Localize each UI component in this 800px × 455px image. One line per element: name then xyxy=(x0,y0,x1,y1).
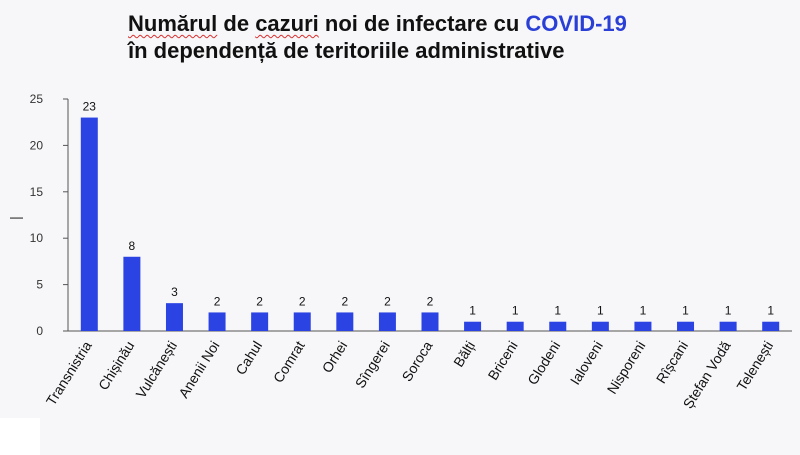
bar xyxy=(251,312,269,331)
x-tick-label: Nisporeni xyxy=(604,338,649,397)
x-tick-label: Anenii Noi xyxy=(175,338,222,401)
title-line-2: în dependență de teritoriile administrat… xyxy=(128,38,565,63)
bar xyxy=(165,303,183,331)
data-label: 23 xyxy=(83,100,97,114)
bars xyxy=(80,117,780,331)
bar xyxy=(506,321,524,331)
x-tick-label: Soroca xyxy=(398,338,435,384)
data-label: 2 xyxy=(427,294,434,308)
y-tick-label: 5 xyxy=(36,278,43,292)
data-label: 2 xyxy=(341,294,348,308)
data-label: 1 xyxy=(469,304,476,318)
x-tick-label: Telenești xyxy=(733,338,776,393)
bar xyxy=(719,321,737,331)
data-label: 1 xyxy=(725,304,732,318)
x-tick-label: Bălți xyxy=(450,338,478,370)
data-label: 2 xyxy=(256,294,263,308)
y-tick-label: 20 xyxy=(30,138,44,152)
x-tick-label: Briceni xyxy=(484,338,520,383)
data-label: 2 xyxy=(214,294,221,308)
title-word: cazuri xyxy=(255,11,319,36)
x-tick-label: Ialoveni xyxy=(567,338,606,387)
bar xyxy=(293,312,311,331)
bar xyxy=(464,321,482,331)
data-label: 1 xyxy=(597,304,604,318)
bar xyxy=(336,312,354,331)
data-label: 8 xyxy=(129,239,136,253)
bar xyxy=(591,321,609,331)
x-tick-label: Sîngerei xyxy=(352,338,393,391)
x-tick-label: Glodeni xyxy=(524,338,563,387)
title-word: de xyxy=(223,11,250,36)
x-tick-label: Rîșcani xyxy=(653,338,691,386)
data-label: 2 xyxy=(299,294,306,308)
y-tick-label: 25 xyxy=(30,92,44,106)
x-tick-label: Cahul xyxy=(232,338,265,378)
title-word: Numărul xyxy=(128,11,218,36)
title-highlight: COVID-19 xyxy=(525,11,627,36)
bar xyxy=(80,117,98,331)
data-label: 1 xyxy=(640,304,647,318)
chart-title: Numărul de cazuri noi de infectare cu CO… xyxy=(128,10,768,64)
x-tick-label: Orhei xyxy=(319,338,351,376)
data-label: 2 xyxy=(384,294,391,308)
y-axis-label: | xyxy=(7,216,23,220)
bar xyxy=(378,312,396,331)
y-tick-label: 15 xyxy=(30,185,44,199)
data-label: 3 xyxy=(171,285,178,299)
title-line-1: Numărul de cazuri noi de infectare cu CO… xyxy=(128,10,768,37)
data-label: 1 xyxy=(682,304,689,318)
title-word: noi de infectare cu xyxy=(324,11,520,36)
corner-patch xyxy=(0,418,40,455)
data-label: 1 xyxy=(554,304,561,318)
x-tick-label: Vulcănești xyxy=(132,338,180,401)
bar xyxy=(549,321,567,331)
bar xyxy=(208,312,226,331)
x-tick-label: Transnistria xyxy=(43,338,95,408)
x-tick-label: Chișinău xyxy=(95,338,137,393)
bar xyxy=(123,256,141,331)
bar xyxy=(677,321,695,331)
data-label: 1 xyxy=(767,304,774,318)
y-tick-label: 10 xyxy=(30,231,44,245)
data-labels: 23 8 3 2 2 2 2 2 2 1 1 1 1 1 1 1 1 xyxy=(83,100,775,318)
bar xyxy=(421,312,439,331)
bar xyxy=(762,321,780,331)
y-tick-label: 0 xyxy=(36,324,43,338)
bar xyxy=(634,321,652,331)
data-label: 1 xyxy=(512,304,519,318)
y-tick-labels: 0 5 10 15 20 25 xyxy=(30,92,44,338)
x-tick-label: Comrat xyxy=(270,338,308,385)
